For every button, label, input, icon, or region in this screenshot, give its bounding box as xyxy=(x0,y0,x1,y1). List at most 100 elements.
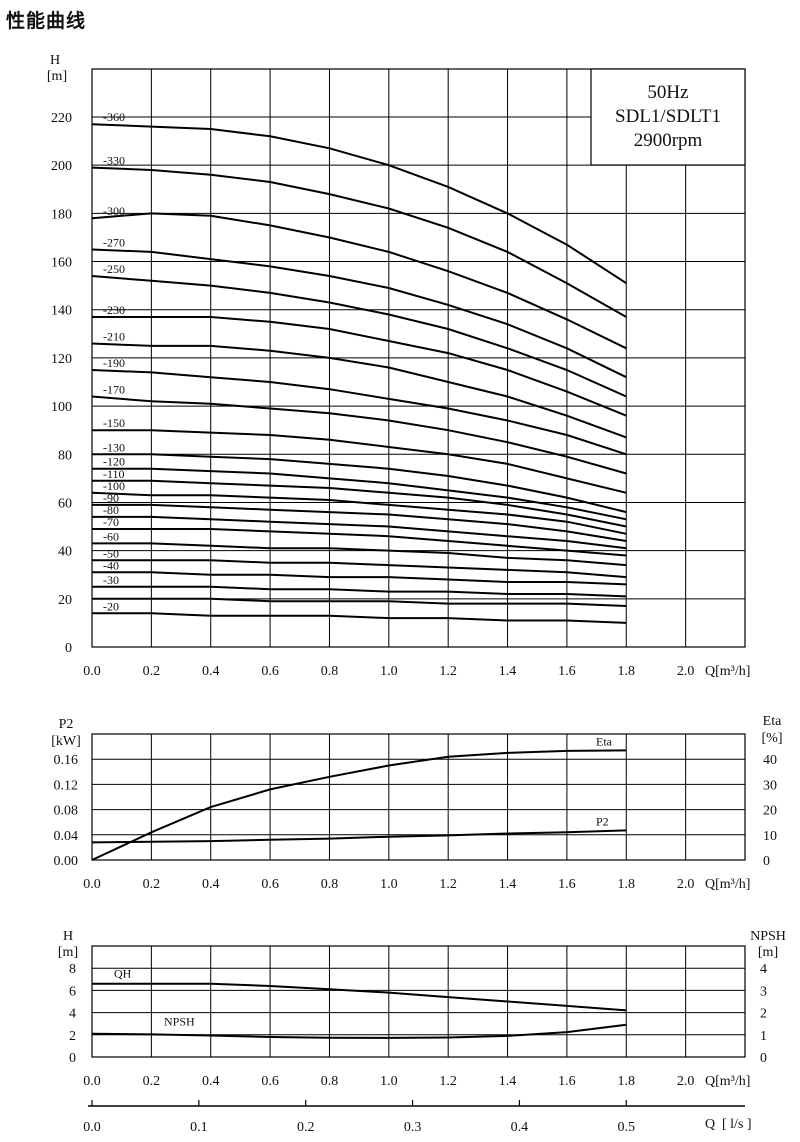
x-tick-label: 0.0 xyxy=(83,664,101,679)
x-tick-label: 0.6 xyxy=(261,877,279,892)
x-tick-label: 0.2 xyxy=(143,1074,161,1089)
y-left-tick-label: 0.04 xyxy=(54,829,79,844)
qh-curve xyxy=(92,453,627,514)
info-box-frame xyxy=(590,68,746,166)
qh-curve-label: -250 xyxy=(103,262,125,276)
x-tick-label: 1.6 xyxy=(558,664,576,679)
qh-curve xyxy=(92,612,627,624)
y-tick-label: 20 xyxy=(58,593,72,608)
x-tick-label: 1.2 xyxy=(439,877,457,892)
y-left-tick-label: 2 xyxy=(69,1029,76,1044)
info-box-line: 50Hz xyxy=(647,82,688,103)
x-tick-label: 0.0 xyxy=(83,1074,101,1089)
qh-curve-label: -360 xyxy=(103,110,125,124)
y-right-axis-unit: [%] xyxy=(762,731,783,746)
ls-tick-label: 0.2 xyxy=(297,1120,315,1135)
y-left-axis-title: H xyxy=(63,929,73,944)
y-tick-label: 0 xyxy=(65,641,72,656)
x-axis-title: Q[m³/h] xyxy=(705,877,750,892)
series-line xyxy=(92,982,627,1012)
y-left-tick-label: 0.08 xyxy=(54,804,79,819)
y-tick-label: 220 xyxy=(51,111,72,126)
qh-curve-label: -120 xyxy=(103,455,125,469)
qh-chart: 0 20 40 60 80 100 120 140 160 180 200 220 H[m] -360 -3… xyxy=(47,53,751,679)
x-tick-label: 2.0 xyxy=(677,664,695,679)
plot-frame xyxy=(91,68,746,648)
y-left-tick-label: 8 xyxy=(69,962,76,977)
qh-curve xyxy=(92,542,627,567)
ls-tick-label: 0.1 xyxy=(190,1120,208,1135)
series-line xyxy=(91,1023,627,1039)
x-tick-label: 0.4 xyxy=(202,1074,220,1089)
qh-curve xyxy=(91,395,627,475)
y-right-tick-label: 20 xyxy=(763,804,777,819)
qh-curve-label: -90 xyxy=(103,491,119,505)
series-line xyxy=(91,829,627,844)
y-tick-label: 120 xyxy=(51,352,72,367)
y-right-tick-label: 30 xyxy=(763,778,777,793)
y-right-tick-label: 0 xyxy=(763,854,770,869)
x-tick-label: 0.8 xyxy=(321,877,339,892)
y-right-axis-title: Eta xyxy=(763,714,782,729)
ls-axis-title: Q xyxy=(705,1117,715,1132)
x-tick-label: 1.0 xyxy=(380,1074,398,1089)
y-axis-unit: [m] xyxy=(47,69,67,84)
y-left-axis-title: P2 xyxy=(59,717,74,732)
qh-curve-label: -300 xyxy=(103,204,125,218)
qh-curve xyxy=(91,275,627,398)
ls-tick-label: 0.4 xyxy=(511,1120,529,1135)
ls-axis-unit: [ l/s ] xyxy=(722,1117,752,1132)
x-tick-label: 1.6 xyxy=(558,1074,576,1089)
info-box-line: SDL1/SDLT1 xyxy=(615,106,721,127)
y-right-axis-title: NPSH xyxy=(750,929,786,944)
x-tick-label: 1.6 xyxy=(558,877,576,892)
qh-curve xyxy=(91,491,627,535)
qh-curve xyxy=(91,248,627,379)
qh-curve-label: -110 xyxy=(103,467,125,481)
qh-curve xyxy=(92,316,627,417)
qh-curve xyxy=(92,559,627,579)
x-tick-label: 2.0 xyxy=(677,877,695,892)
qh-curve-label: -170 xyxy=(103,382,125,396)
y-tick-label: 80 xyxy=(58,448,72,463)
x-tick-label: 0.4 xyxy=(202,664,220,679)
y-left-axis-unit: [m] xyxy=(58,945,78,960)
info-box-line: 2900rpm xyxy=(634,130,703,151)
qh-curve-label: -100 xyxy=(103,479,125,493)
y-left-tick-label: 0 xyxy=(69,1051,76,1066)
x-tick-label: 0.6 xyxy=(261,1074,279,1089)
x-tick-label: 0.2 xyxy=(143,877,161,892)
x-tick-label: 0.2 xyxy=(143,664,161,679)
x-tick-label: 1.8 xyxy=(618,877,636,892)
y-right-tick-label: 3 xyxy=(760,984,767,999)
y-right-tick-label: 2 xyxy=(760,1007,767,1022)
qh-curve-label: -20 xyxy=(103,599,119,613)
qh-curve xyxy=(92,515,627,550)
y-right-axis-unit: [m] xyxy=(758,945,778,960)
y-tick-label: 140 xyxy=(51,304,72,319)
y-right-tick-label: 10 xyxy=(763,829,777,844)
y-tick-label: 40 xyxy=(58,545,72,560)
x-tick-label: 0.4 xyxy=(202,877,220,892)
y-right-tick-label: 40 xyxy=(763,753,777,768)
y-right-tick-label: 4 xyxy=(760,962,767,977)
y-left-tick-label: 0.12 xyxy=(54,778,79,793)
qh-curve xyxy=(91,342,627,439)
qh-curve-label: -150 xyxy=(103,416,125,430)
liters-per-second-axis: 0.0 0.1 0.2 0.3 0.4 0.5 Q [ l/s ] xyxy=(83,1100,752,1135)
x-tick-label: 1.2 xyxy=(439,1074,457,1089)
y-right-tick-label: 0 xyxy=(760,1051,767,1066)
series-label: QH xyxy=(114,967,132,981)
x-tick-label: 1.4 xyxy=(499,877,517,892)
plot-frame xyxy=(91,733,746,861)
qh-curve xyxy=(92,528,627,557)
series-label: NPSH xyxy=(164,1015,195,1029)
x-tick-label: 2.0 xyxy=(677,1074,695,1089)
model-info-box: 50Hz SDL1/SDLT1 2900rpm xyxy=(590,68,746,166)
qh-curve-label: -330 xyxy=(103,154,125,168)
y-axis-title: H xyxy=(50,53,60,68)
y-tick-label: 60 xyxy=(58,496,72,511)
qh-curve-label: -230 xyxy=(103,303,125,317)
